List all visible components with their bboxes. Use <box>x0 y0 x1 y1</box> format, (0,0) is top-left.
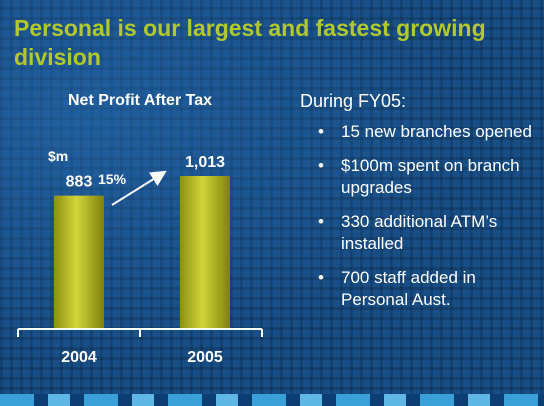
bullet-dot-icon: • <box>318 122 324 141</box>
slide-title: Personal is our largest and fastest grow… <box>14 15 486 70</box>
chart-title: Net Profit After Tax <box>67 92 212 109</box>
bar-2004 <box>54 195 104 329</box>
bullet-dot-icon: • <box>318 268 324 287</box>
growth-label: 15% <box>98 171 127 187</box>
bullet-list: • 15 new branches opened • $100m spent on … <box>314 121 534 323</box>
bullet-item: • 700 staff added in Personal Aust. <box>318 268 476 309</box>
category-label: 2004 <box>61 349 97 366</box>
bullet-dot-icon: • <box>318 212 324 231</box>
category-label: 2005 <box>187 349 223 366</box>
bullet-item: • $100m spent on branch upgrades <box>318 156 520 197</box>
value-label: 1,013 <box>185 154 225 171</box>
growth-arrow <box>111 170 167 206</box>
bullet-dot-icon: • <box>318 156 324 175</box>
bullet-item: • 15 new branches opened <box>318 122 532 141</box>
bullet-item: • 330 additional ATM’s installed <box>318 212 498 253</box>
value-label: 883 <box>66 174 93 191</box>
bullets-intro: During FY05: <box>300 91 407 111</box>
bar-2005 <box>180 176 230 329</box>
bar-chart: $m 883 2004 1,013 2005 15% <box>17 148 263 366</box>
decorative-bottom-strip <box>0 394 544 406</box>
unit-label: $m <box>48 148 68 164</box>
